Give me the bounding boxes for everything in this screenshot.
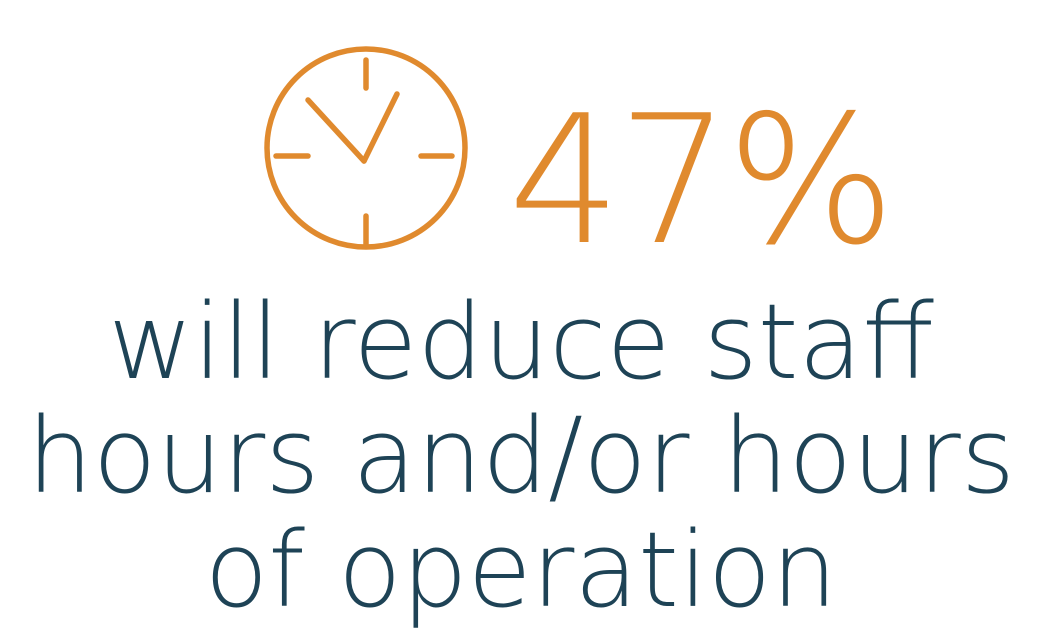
clock-face (264, 46, 468, 250)
caption-line-3: of operation (204, 509, 838, 631)
stat-caption: will reduce staff hours and/or hours of … (0, 285, 1042, 627)
caption-line-2: hours and/or hours (27, 395, 1015, 517)
clock-hand-long (305, 97, 367, 164)
caption-line-1: will reduce staff (108, 281, 934, 403)
stat-percentage: 47% (508, 77, 896, 284)
clock-hand-short (361, 91, 400, 164)
clock-icon (264, 46, 468, 250)
